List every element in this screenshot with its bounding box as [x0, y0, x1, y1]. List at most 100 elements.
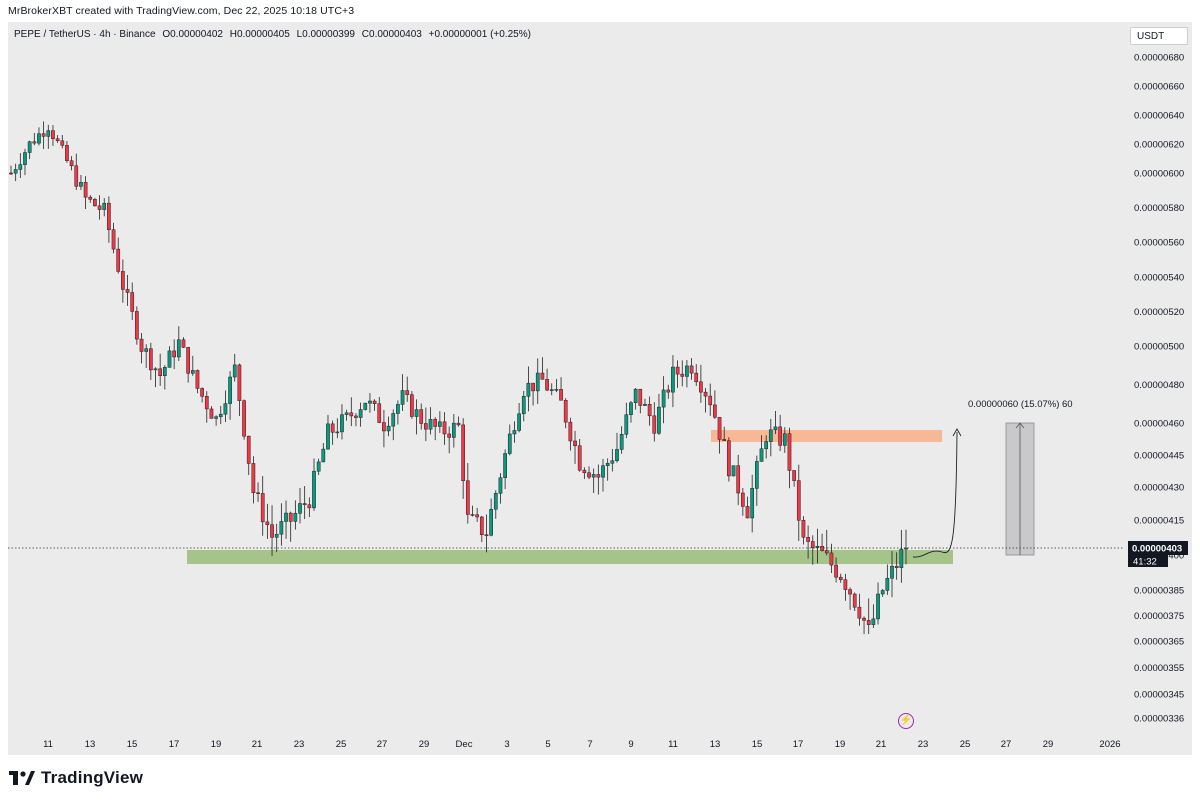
candle	[633, 388, 638, 403]
support-zone	[187, 550, 953, 564]
candle	[424, 423, 428, 430]
candle	[358, 409, 363, 418]
candle	[470, 514, 475, 516]
flash-icon[interactable]: ⚡	[898, 713, 914, 729]
candle	[382, 422, 386, 432]
candle	[400, 390, 405, 405]
candle	[190, 370, 195, 374]
candle	[447, 433, 452, 438]
x-tick-label: 5	[545, 739, 550, 750]
candle	[260, 493, 265, 523]
x-tick-label: 19	[835, 739, 846, 750]
x-tick-label: 21	[252, 739, 263, 750]
y-tick-label: 0.00000500	[1134, 342, 1184, 353]
candle	[587, 472, 591, 478]
candle	[820, 545, 824, 551]
candle	[559, 389, 563, 401]
candle	[228, 376, 232, 404]
candle	[517, 413, 521, 431]
candle	[810, 541, 815, 548]
candle	[288, 512, 293, 522]
candle	[349, 412, 354, 417]
candle	[591, 474, 596, 478]
candle	[582, 469, 587, 473]
x-tick-label: 19	[211, 739, 222, 750]
candle	[904, 547, 908, 550]
candle	[316, 461, 321, 472]
candle	[246, 435, 251, 464]
legend-change: +0.00000001 (+0.25%)	[428, 29, 531, 40]
y-tick-label: 0.00000580	[1134, 203, 1184, 214]
x-tick-label: 17	[793, 739, 804, 750]
candle	[69, 160, 74, 167]
candle	[125, 289, 130, 293]
y-tick-label: 0.00000660	[1134, 82, 1184, 93]
x-tick-label: 11	[43, 739, 53, 750]
candle	[866, 620, 871, 625]
legend-symbol[interactable]: PEPE / TetherUS · 4h · Binance	[14, 29, 156, 40]
candle	[200, 388, 204, 397]
candle	[116, 248, 121, 272]
y-tick-label: 0.00000365	[1134, 637, 1184, 648]
candle	[601, 465, 605, 478]
candle	[18, 164, 23, 170]
candle	[223, 403, 228, 415]
candle	[83, 182, 88, 198]
candle	[643, 403, 647, 406]
candle	[274, 533, 279, 538]
candle	[824, 550, 829, 554]
candle	[284, 512, 288, 522]
x-tick-label: 11	[668, 739, 678, 750]
y-tick-label: 0.00000640	[1134, 111, 1184, 122]
candle	[321, 448, 326, 463]
y-tick-label: 0.00000560	[1134, 238, 1184, 249]
candle	[699, 381, 703, 393]
candle	[23, 152, 27, 165]
candle	[577, 445, 582, 471]
candle	[51, 130, 55, 139]
candle	[801, 519, 806, 538]
candle	[204, 396, 209, 410]
x-tick-label: 29	[1043, 739, 1054, 750]
candle	[368, 400, 372, 404]
candle	[792, 470, 796, 481]
candle	[214, 416, 218, 419]
candle	[135, 311, 139, 340]
candle	[629, 402, 633, 415]
candle	[410, 394, 414, 417]
price-tag	[1128, 541, 1188, 555]
x-tick-label: 7	[587, 739, 592, 750]
candle	[862, 617, 866, 621]
candle	[563, 400, 568, 423]
x-tick-label: Dec	[456, 739, 473, 750]
x-tick-label: 27	[377, 739, 388, 750]
candle	[139, 338, 144, 352]
candle	[344, 412, 349, 415]
candle	[815, 545, 820, 548]
candle	[727, 440, 731, 477]
candle	[573, 440, 577, 447]
candle	[675, 366, 680, 375]
candle	[102, 202, 107, 210]
candle	[652, 415, 657, 434]
candle	[680, 373, 685, 377]
candle	[531, 382, 535, 392]
candle	[74, 165, 79, 187]
x-tick-label: 25	[336, 739, 347, 750]
candle	[857, 606, 862, 619]
candle	[596, 474, 601, 478]
x-tick-label: 27	[1001, 739, 1012, 750]
candle	[162, 367, 167, 376]
y-tick-label: 0.00000336	[1134, 714, 1184, 725]
candle	[13, 169, 18, 174]
currency-unit-button[interactable]: USDT	[1130, 27, 1188, 45]
chart-pane[interactable]	[8, 22, 1192, 755]
candle	[745, 506, 750, 519]
candle	[354, 415, 358, 418]
candle	[130, 292, 135, 312]
candle	[685, 365, 689, 377]
x-tick-label: 15	[127, 739, 138, 750]
tradingview-wordmark: TradingView	[41, 768, 144, 787]
candle	[237, 364, 242, 401]
